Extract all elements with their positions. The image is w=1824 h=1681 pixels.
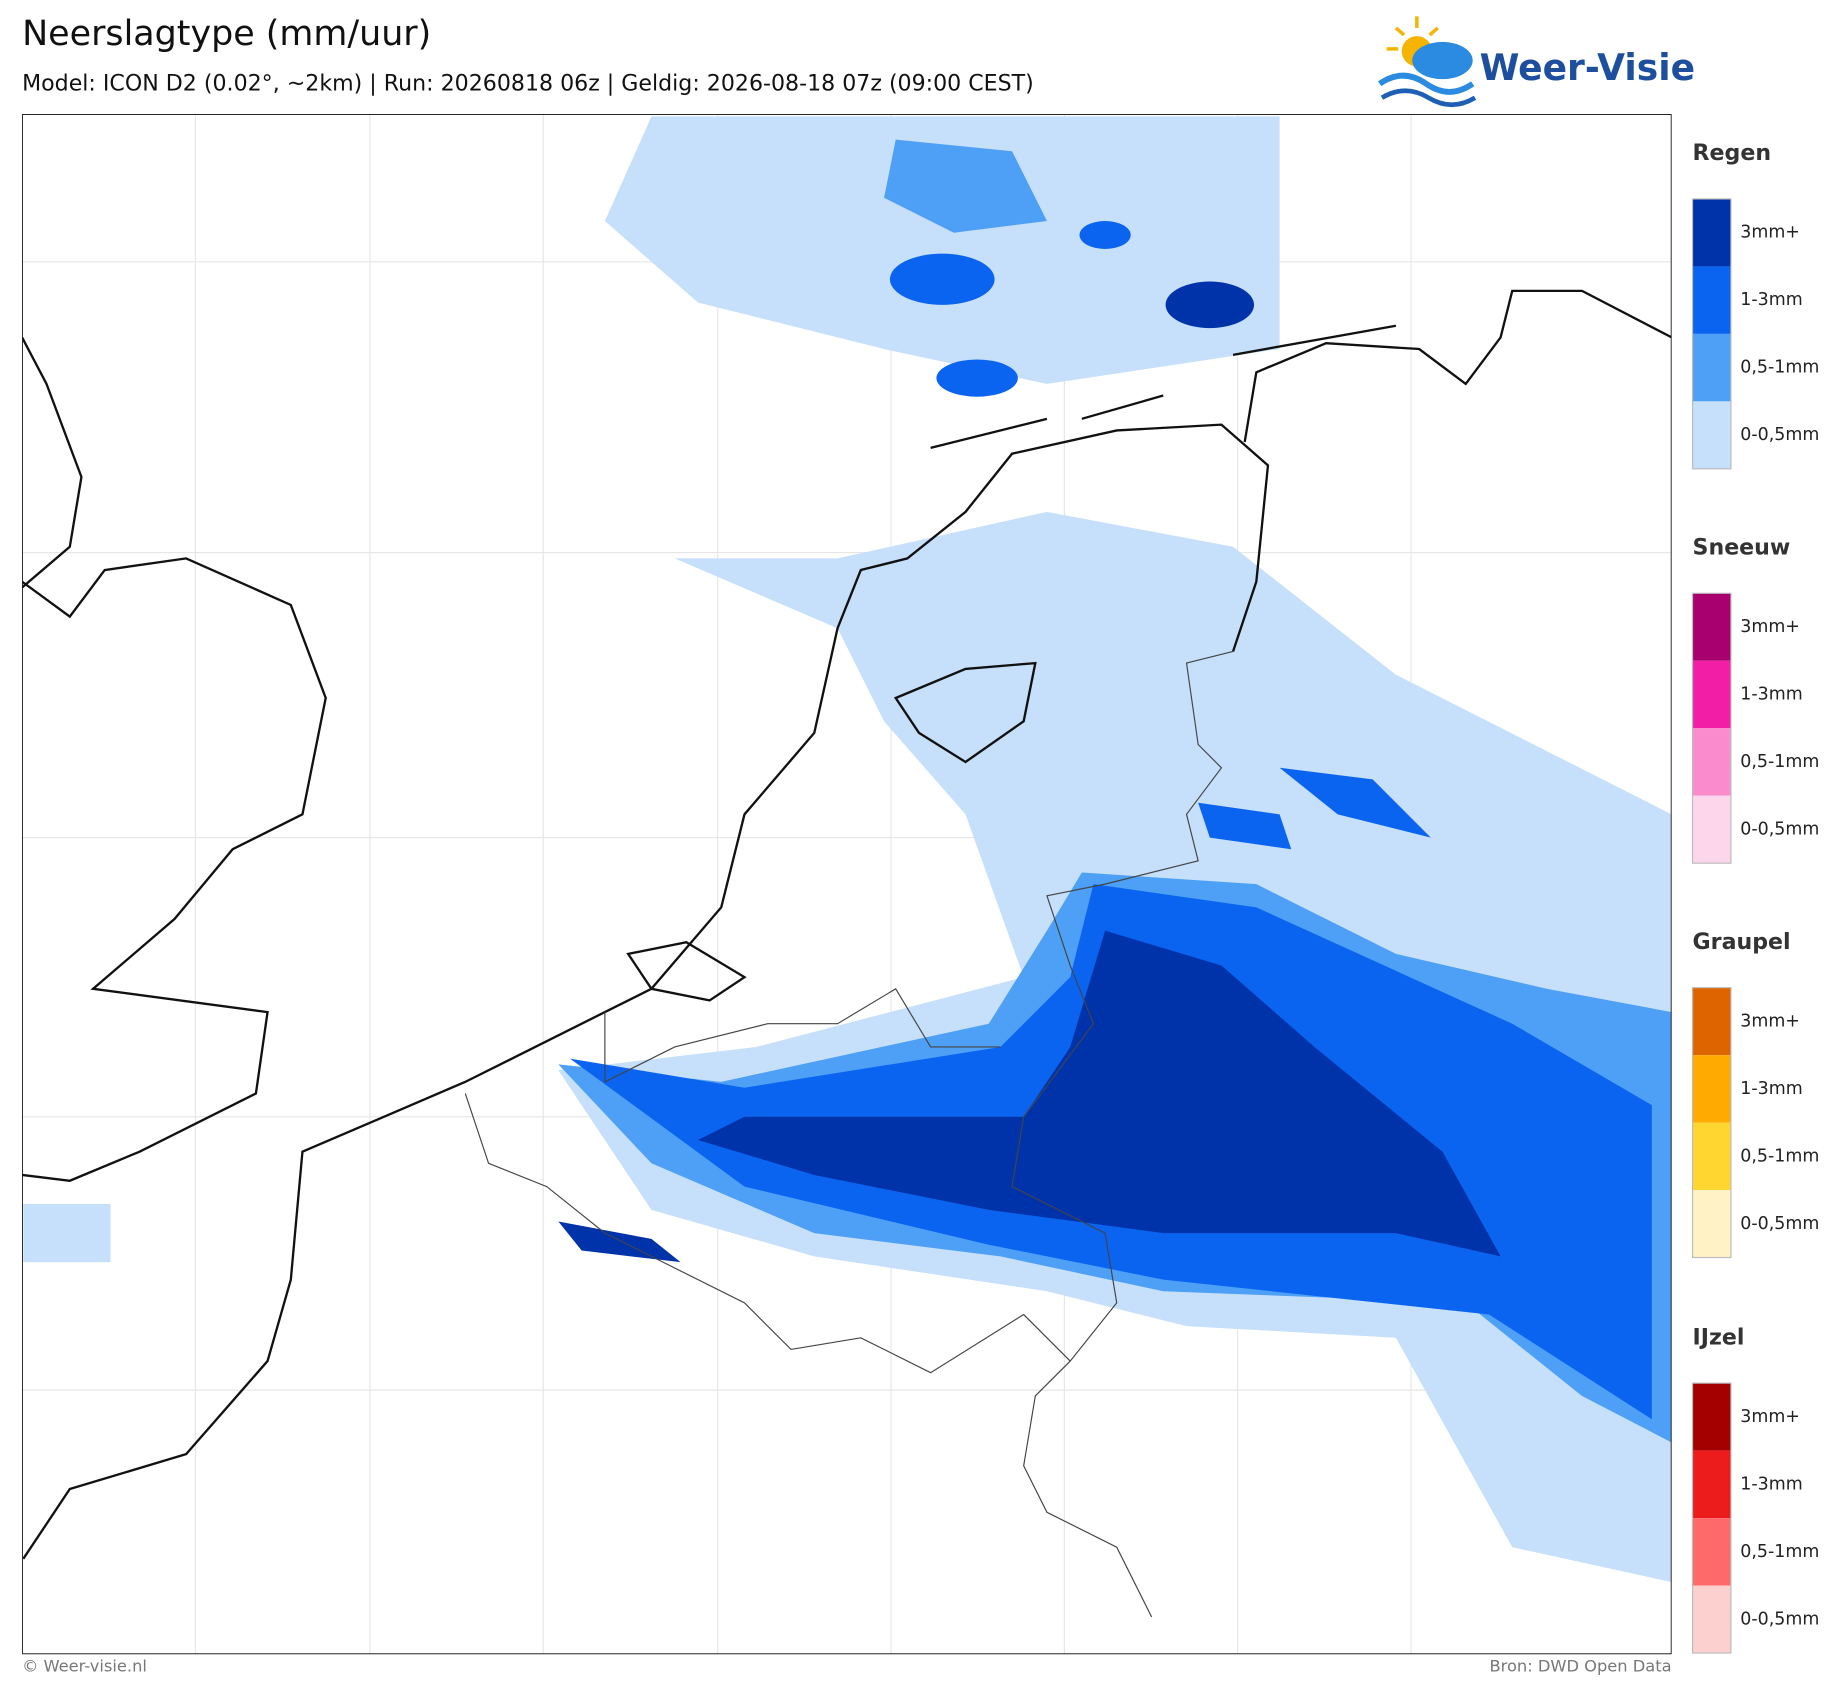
logo-text: Weer-Visie xyxy=(1480,47,1695,89)
legend-frame xyxy=(1691,592,1732,864)
legend-swatch xyxy=(1692,1450,1731,1519)
legend-swatch xyxy=(1692,401,1731,469)
legend-swatch xyxy=(1692,1585,1731,1654)
legend-swatch xyxy=(1692,1055,1731,1123)
legend-swatch xyxy=(1692,1518,1731,1586)
legend-title: Graupel xyxy=(1693,929,1791,955)
legend-label: 1-3mm xyxy=(1740,1474,1802,1494)
legend-label: 3mm+ xyxy=(1740,1011,1800,1031)
logo: Weer-Visie xyxy=(1377,16,1695,108)
legend-swatch xyxy=(1692,795,1731,864)
borders xyxy=(464,650,1234,1618)
legend-label: 1-3mm xyxy=(1740,1079,1802,1099)
legend-label: 0-0,5mm xyxy=(1740,425,1819,445)
legend-swatch xyxy=(1692,1190,1731,1258)
legend-label: 0-0,5mm xyxy=(1740,1214,1819,1234)
legend-swatch xyxy=(1692,660,1731,729)
legend-label: 0,5-1mm xyxy=(1740,358,1819,378)
legend-swatch xyxy=(1692,1383,1731,1451)
map xyxy=(22,114,1672,1655)
subtitle: Model: ICON D2 (0.02°, ~2km) | Run: 2026… xyxy=(22,70,1034,96)
legend-label: 3mm+ xyxy=(1740,1407,1800,1427)
legend-label: 1-3mm xyxy=(1740,685,1802,705)
legend-swatch xyxy=(1692,593,1731,661)
legend-label: 0,5-1mm xyxy=(1740,1146,1819,1166)
legend-swatch xyxy=(1692,1122,1731,1191)
legend-label: 1-3mm xyxy=(1740,290,1802,310)
legend-frame xyxy=(1691,1382,1732,1654)
legend-label: 3mm+ xyxy=(1740,223,1800,243)
legend-label: 0,5-1mm xyxy=(1740,1542,1819,1562)
legend-swatch xyxy=(1692,198,1731,267)
legend: Regen 3mm+ 1-3mm 0,5-1mm 0-0,5mm Sneeuw 3mm+ 1-… xyxy=(1691,140,1819,1654)
legend-frame xyxy=(1691,987,1732,1259)
legend-swatch xyxy=(1692,333,1731,402)
legend-label: 0,5-1mm xyxy=(1740,752,1819,772)
legend-label: 0-0,5mm xyxy=(1740,1609,1819,1629)
legend-title: Regen xyxy=(1693,140,1772,166)
legend-label: 3mm+ xyxy=(1740,617,1800,637)
precipitation xyxy=(23,116,1672,1583)
footer-credit: © Weer-visie.nl xyxy=(22,1657,147,1676)
legend-swatch xyxy=(1692,728,1731,796)
legend-swatch xyxy=(1692,987,1731,1056)
title: Neerslagtype (mm/uur) xyxy=(22,14,431,54)
legend-title: Sneeuw xyxy=(1693,534,1791,560)
legend-frame xyxy=(1691,198,1732,470)
legend-swatch xyxy=(1692,266,1731,334)
legend-title: IJzel xyxy=(1693,1324,1745,1350)
coastlines xyxy=(22,289,1672,1560)
legend-label: 0-0,5mm xyxy=(1740,819,1819,839)
footer-source: Bron: DWD Open Data xyxy=(1489,1657,1671,1676)
